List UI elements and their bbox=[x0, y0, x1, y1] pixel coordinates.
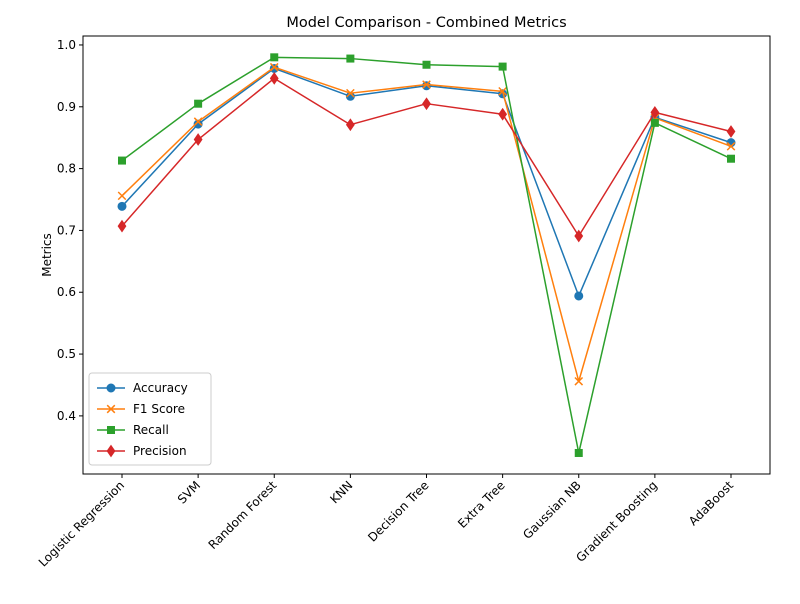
data-point-precision bbox=[650, 105, 660, 119]
y-tick-label: 0.9 bbox=[57, 100, 76, 114]
x-tick-label: Decision Tree bbox=[365, 478, 431, 544]
y-axis-title: Metrics bbox=[40, 233, 54, 277]
x-tick-label: KNN bbox=[327, 478, 355, 506]
x-tick-label: AdaBoost bbox=[686, 478, 736, 528]
legend-label: F1 Score bbox=[133, 402, 185, 416]
data-point-accuracy bbox=[117, 201, 127, 211]
data-point-recall bbox=[574, 448, 583, 457]
legend-label: Recall bbox=[133, 423, 169, 437]
data-point-f1-score bbox=[269, 62, 279, 72]
legend-entry-recall: Recall bbox=[97, 423, 169, 437]
data-point-f1-score bbox=[346, 88, 355, 98]
y-tick-label: 0.4 bbox=[57, 409, 76, 423]
x-axis: Logistic Regression SVM Random Forest KNN De… bbox=[36, 474, 736, 570]
data-point-recall bbox=[194, 99, 203, 108]
data-point-accuracy bbox=[422, 81, 431, 91]
legend-entry-accuracy: Accuracy bbox=[97, 381, 188, 395]
x-tick-label: Extra Tree bbox=[455, 478, 508, 531]
y-tick-label: 0.7 bbox=[57, 223, 76, 237]
data-point-f1-score bbox=[574, 376, 584, 386]
data-point-recall bbox=[270, 53, 279, 62]
data-point-precision bbox=[193, 133, 203, 146]
data-point-recall bbox=[727, 154, 735, 163]
legend-entry-precision: Precision bbox=[97, 444, 187, 458]
data-point-f1-score bbox=[193, 117, 203, 126]
legend-box bbox=[88, 372, 212, 466]
x-tick-label: SVM bbox=[175, 478, 203, 506]
data-point-f1-score bbox=[117, 191, 127, 201]
legend-marker bbox=[107, 426, 115, 434]
data-point-f1-score bbox=[726, 142, 736, 151]
y-tick-label: 0.5 bbox=[57, 347, 76, 361]
data-point-recall bbox=[118, 156, 126, 165]
series-accuracy bbox=[117, 63, 736, 301]
x-tick-label: Random Forest bbox=[206, 478, 280, 552]
data-point-f1-score bbox=[422, 80, 431, 89]
data-point-accuracy bbox=[193, 119, 203, 129]
data-point-precision bbox=[498, 107, 508, 121]
legend-label: Accuracy bbox=[133, 381, 188, 395]
data-point-precision bbox=[345, 118, 355, 132]
data-point-precision bbox=[726, 125, 736, 138]
series-recall bbox=[118, 53, 735, 457]
data-point-precision bbox=[574, 229, 584, 243]
legend-marker bbox=[106, 444, 116, 458]
y-tick-label: 0.8 bbox=[57, 162, 76, 176]
data-point-recall bbox=[498, 62, 507, 71]
data-point-recall bbox=[422, 60, 431, 69]
data-point-precision bbox=[269, 71, 279, 85]
data-point-recall bbox=[346, 54, 355, 63]
series-precision bbox=[117, 71, 736, 243]
legend: Accuracy F1 Score Recall Precision bbox=[88, 372, 212, 466]
data-point-recall bbox=[650, 118, 659, 127]
data-point-accuracy bbox=[574, 291, 584, 301]
series-f1-score bbox=[117, 62, 736, 386]
series-layer bbox=[117, 53, 736, 457]
y-tick-label: 0.6 bbox=[57, 285, 76, 299]
data-point-precision bbox=[117, 219, 127, 233]
x-tick-label: Logistic Regression bbox=[36, 478, 127, 569]
x-tick-label: Gaussian NB bbox=[520, 478, 584, 542]
y-tick-label: 1.0 bbox=[57, 38, 76, 52]
legend-marker bbox=[106, 383, 116, 393]
legend-label: Precision bbox=[133, 444, 187, 458]
chart-title: Model Comparison - Combined Metrics bbox=[286, 15, 566, 31]
data-point-precision bbox=[422, 97, 431, 111]
x-tick-label: Gradient Boosting bbox=[573, 478, 660, 565]
legend-entry-f1-score: F1 Score bbox=[97, 402, 185, 416]
plot-frame bbox=[82, 35, 771, 475]
legend-marker bbox=[106, 404, 116, 414]
y-axis: 0.4 0.5 0.6 0.7 0.8 0.9 1.0 bbox=[57, 38, 83, 423]
data-point-f1-score bbox=[498, 86, 507, 96]
